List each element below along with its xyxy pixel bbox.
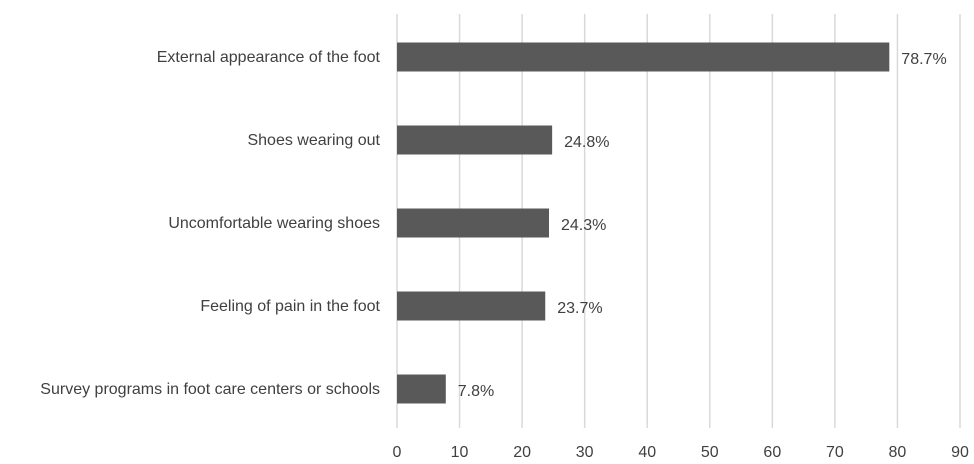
x-tick-label: 90 (951, 444, 969, 461)
x-tick-label: 80 (889, 444, 907, 461)
data-label: 78.7% (901, 51, 946, 68)
x-tick-label: 10 (451, 444, 469, 461)
data-labels: 78.7% 24.8% 24.3% 23.7% 7.8% (458, 51, 947, 400)
category-label: Feeling of pain in the foot (200, 298, 380, 315)
bars (397, 42, 890, 404)
bar (397, 374, 446, 404)
data-label: 24.8% (564, 134, 609, 151)
category-label: Uncomfortable wearing shoes (168, 215, 380, 232)
category-label: Shoes wearing out (247, 132, 380, 149)
category-label: External appearance of the foot (157, 49, 381, 66)
x-tick-label: 50 (701, 444, 719, 461)
category-label: Survey programs in foot care centers or … (40, 381, 380, 398)
category-labels: External appearance of the foot Shoes wea… (40, 49, 380, 398)
x-tick-label: 40 (638, 444, 656, 461)
data-label: 23.7% (557, 300, 602, 317)
x-tick-label: 60 (763, 444, 781, 461)
x-tick-label: 0 (393, 444, 402, 461)
x-tick-label: 70 (826, 444, 844, 461)
data-label: 24.3% (561, 217, 606, 234)
x-axis-ticks: 0 10 20 30 40 50 60 70 80 90 (393, 444, 969, 461)
bar (397, 208, 550, 238)
gridlines (396, 14, 961, 428)
x-tick-label: 20 (513, 444, 531, 461)
x-tick-label: 30 (576, 444, 594, 461)
bar (397, 291, 546, 321)
bar (397, 125, 553, 155)
bar (397, 42, 890, 72)
data-label: 7.8% (458, 383, 494, 400)
